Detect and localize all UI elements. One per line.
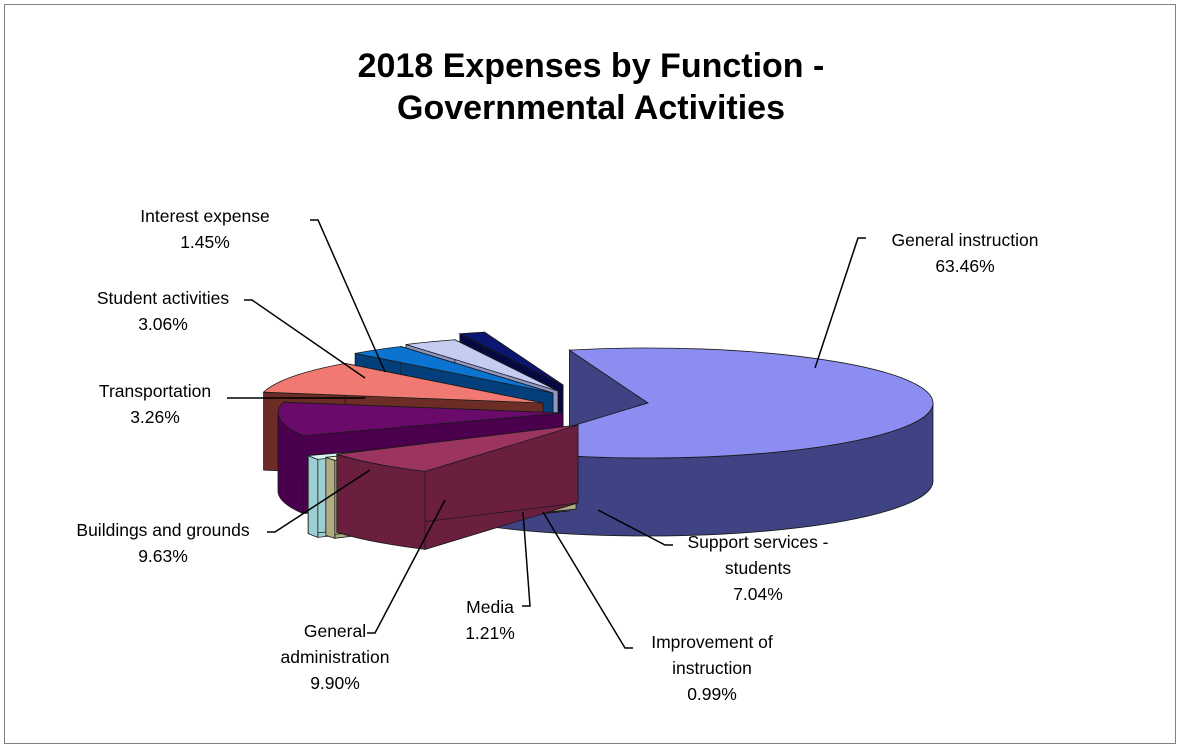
slice-side xyxy=(307,455,319,538)
slice-label: General instruction 63.46% xyxy=(892,230,1039,276)
slice-value: 0.99% xyxy=(687,684,737,704)
slice-top xyxy=(494,347,934,459)
slice-top xyxy=(262,363,544,404)
leader-line xyxy=(244,299,366,379)
slice-value: 63.46% xyxy=(935,256,994,276)
slice-name: Buildings and grounds xyxy=(76,520,249,540)
leader-line xyxy=(310,219,386,373)
slice-name: Media xyxy=(466,597,514,617)
slice-label: Improvement of instruction 0.99% xyxy=(651,632,773,704)
pie-slice xyxy=(494,347,934,537)
leader-line xyxy=(814,237,866,369)
pie-slices xyxy=(262,331,934,550)
slice-name: students xyxy=(725,558,791,578)
leader-line xyxy=(522,511,531,607)
slice-top xyxy=(355,346,554,394)
slice-label: General administration 9.90% xyxy=(281,621,390,693)
slice-name: Interest expense xyxy=(140,206,269,226)
slice-top xyxy=(405,339,559,392)
leader-line xyxy=(267,469,371,533)
chart-title-line-2: Governmental Activities xyxy=(397,89,785,127)
chart-title-line-1: 2018 Expenses by Function - xyxy=(358,47,825,85)
slice-top xyxy=(336,424,579,472)
slice-name: Transportation xyxy=(99,381,211,401)
leader-line xyxy=(597,509,673,546)
slice-name: General instruction xyxy=(892,230,1039,250)
slice-label: Transportation 3.26% xyxy=(99,381,211,427)
slice-value: 9.63% xyxy=(138,546,188,566)
slice-name: Student activities xyxy=(97,288,230,308)
slice-label: Support services - students 7.04% xyxy=(687,532,828,604)
slice-top xyxy=(277,401,564,437)
slice-label: Media 1.21% xyxy=(465,597,515,643)
slice-value: 1.45% xyxy=(180,232,230,252)
slice-label: Student activities 3.06% xyxy=(97,288,230,334)
slice-labels: General instruction 63.46% Support service… xyxy=(76,206,1038,704)
leader-line xyxy=(542,511,633,649)
slice-value: 9.90% xyxy=(310,673,360,693)
leader-line xyxy=(367,499,446,634)
slice-name: instruction xyxy=(672,658,752,678)
slice-top xyxy=(458,331,564,386)
slice-name: Improvement of xyxy=(651,632,773,652)
slice-name: administration xyxy=(281,647,390,667)
slice-label: Interest expense 1.45% xyxy=(140,206,269,252)
slice-value: 3.26% xyxy=(130,407,180,427)
slice-value: 1.21% xyxy=(465,623,515,643)
slice-name: Support services - xyxy=(687,532,828,552)
slice-name: General xyxy=(304,621,366,641)
slice-label: Buildings and grounds 9.63% xyxy=(76,520,249,566)
pie-chart: 2018 Expenses by Function - Governmental… xyxy=(76,47,1038,704)
slice-value: 7.04% xyxy=(733,584,783,604)
slice-value: 3.06% xyxy=(138,314,188,334)
